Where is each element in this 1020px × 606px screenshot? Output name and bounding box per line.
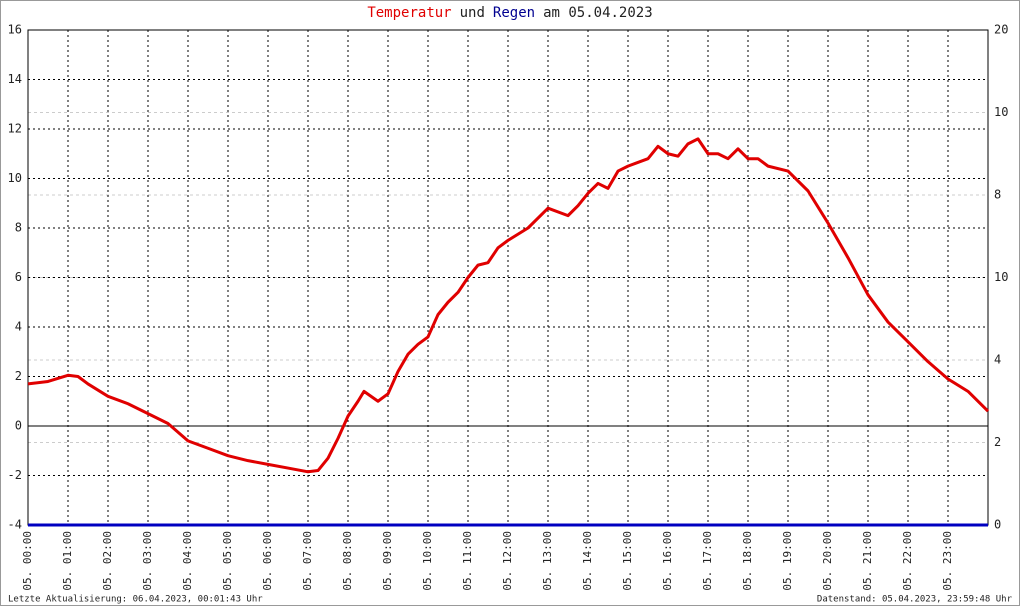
series-line [27,137,990,474]
x-tick-label: 05. 11:00 [461,531,474,591]
footer-left: Letzte Aktualisierung: 06.04.2023, 00:01… [8,595,263,605]
y-tick-label: 2 [15,369,22,383]
title-part: Temperatur [367,5,451,21]
y2-tick-label: 4 [994,353,1001,367]
y-tick-label: 14 [8,72,22,86]
x-tick-label: 05. 03:00 [141,531,154,591]
x-tick-label: 05. 15:00 [621,531,634,591]
chart-title: Temperatur und Regen am 05.04.2023 [367,5,652,21]
x-tick-label: 05. 01:00 [61,531,74,591]
x-tick-label: 05. 13:00 [541,531,554,591]
y-tick-label: 8 [15,221,22,235]
x-tick-label: 05. 06:00 [261,531,274,591]
y-tick-label: 0 [15,419,22,433]
y2-tick-label: 10 [994,105,1008,119]
x-tick-label: 05. 20:00 [821,531,834,591]
title-part: am 05.04.2023 [543,5,653,21]
x-tick-label: 05. 22:00 [901,531,914,591]
x-tick-label: 05. 12:00 [501,531,514,591]
x-tick-label: 05. 02:00 [101,531,114,591]
x-tick-label: 05. 23:00 [941,531,954,591]
x-tick-label: 05. 17:00 [701,531,714,591]
y2-tick-label: 2 [994,435,1001,449]
x-tick-label: 05. 10:00 [421,531,434,591]
x-tick-label: 05. 19:00 [781,531,794,591]
y2-tick-label: 20 [994,23,1008,37]
y2-tick-label: 8 [994,188,1001,202]
y2-tick-label: 10 [994,270,1008,284]
x-tick-label: 05. 09:00 [381,531,394,591]
x-tick-label: 05. 18:00 [741,531,754,591]
title-part: Regen [493,5,535,21]
y-tick-label: 4 [15,320,22,334]
y-tick-label: 12 [8,122,22,136]
x-tick-label: 05. 05:00 [221,531,234,591]
y-tick-label: 6 [15,270,22,284]
y2-tick-label: 0 [994,518,1001,532]
x-tick-label: 05. 16:00 [661,531,674,591]
x-tick-label: 05. 14:00 [581,531,594,591]
x-tick-label: 05. 08:00 [341,531,354,591]
y-tick-label: 10 [8,171,22,185]
y-tick-label: -4 [8,518,22,532]
y-tick-label: 16 [8,23,22,37]
title-part: und [460,5,485,21]
x-tick-label: 05. 21:00 [861,531,874,591]
x-tick-label: 05. 07:00 [301,531,314,591]
footer-right: Datenstand: 05.04.2023, 23:59:48 Uhr [817,595,1013,605]
x-tick-label: 05. 00:00 [21,531,34,591]
y-tick-label: -2 [8,468,22,482]
x-tick-label: 05. 04:00 [181,531,194,591]
